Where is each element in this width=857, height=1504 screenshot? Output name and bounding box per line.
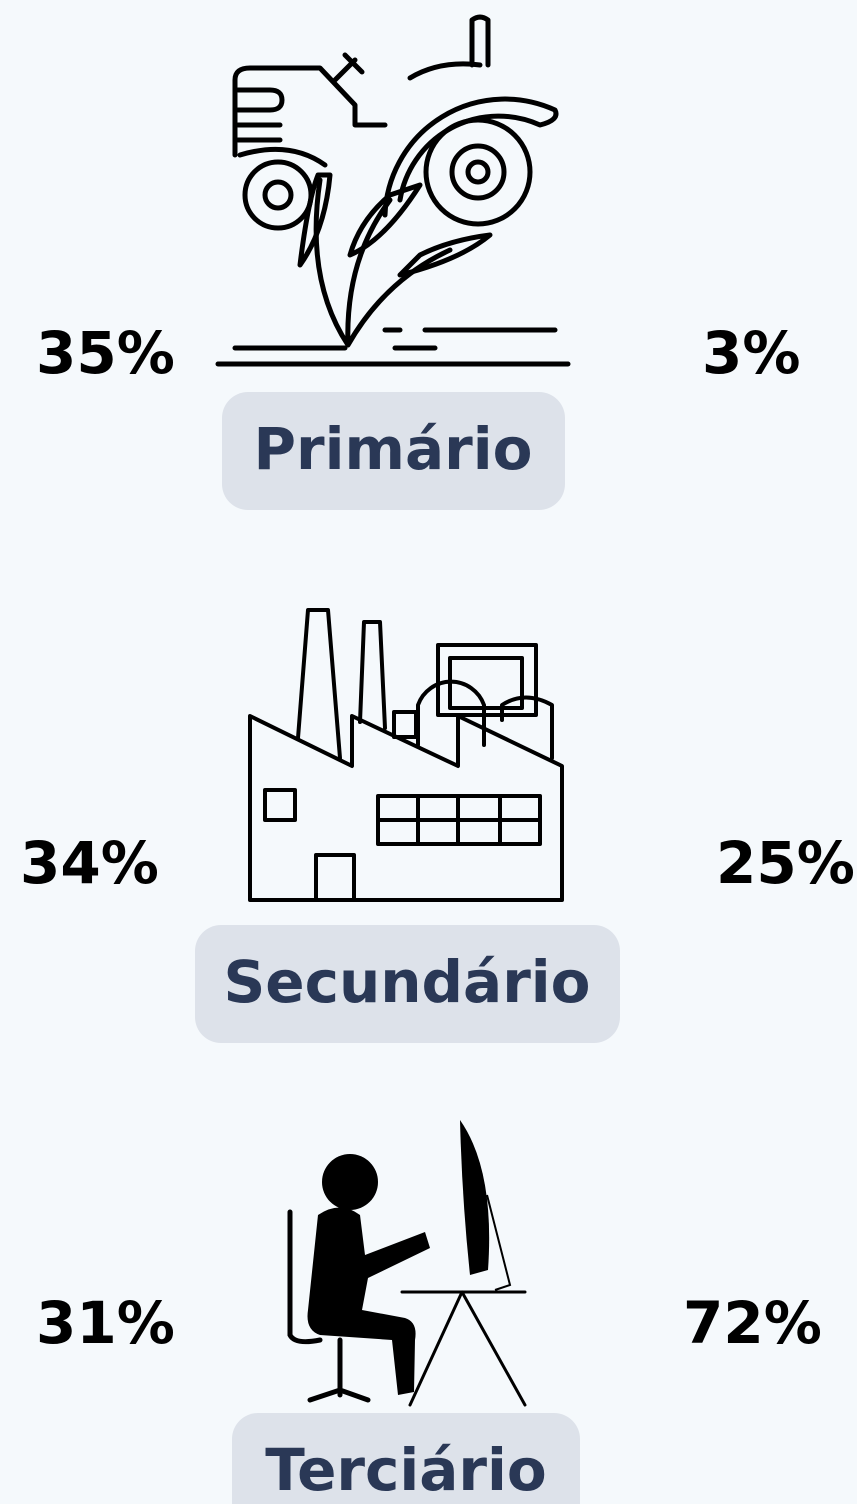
label-box (232, 1413, 580, 1504)
factory-icon (248, 608, 564, 902)
office-worker-icon (287, 1120, 527, 1407)
left-percent: 31% (36, 1289, 175, 1357)
right-percent: 25% (716, 829, 855, 897)
sector-label: Terciário (265, 1436, 547, 1504)
left-percent: 35% (36, 319, 175, 387)
right-percent: 3% (702, 319, 800, 387)
label-box (195, 925, 620, 1043)
left-percent: 34% (20, 829, 159, 897)
label-box (222, 392, 565, 510)
tractor-icon (215, 14, 571, 367)
right-percent: 72% (683, 1289, 822, 1357)
sector-label: Secundário (223, 948, 590, 1016)
sector-label: Primário (254, 415, 533, 483)
